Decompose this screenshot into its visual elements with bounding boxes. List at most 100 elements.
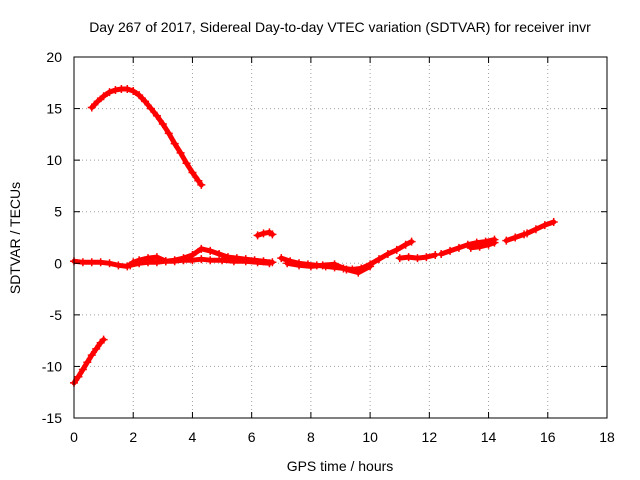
data-point [99,335,108,344]
data-points [70,84,558,387]
data-point [170,257,179,266]
y-tick-label: 0 [54,255,62,271]
x-tick-labels: 0 2 4 6 8 10 12 14 16 18 [70,429,615,445]
data-point [105,88,114,97]
data-point [176,148,185,157]
data-point [92,344,101,353]
x-tick-label: 6 [248,429,256,445]
x-tick-label: 12 [422,429,438,445]
series-low-arc [70,335,108,387]
data-point [164,129,173,138]
data-point [475,242,484,251]
data-point [197,180,206,189]
data-point [354,268,363,277]
data-point [111,86,120,95]
data-point [523,229,532,238]
data-point [253,231,262,240]
data-point [295,261,304,270]
x-tick-label: 2 [129,429,137,445]
x-tick-label: 0 [70,429,78,445]
data-point [170,139,179,148]
series-band [468,240,497,251]
data-point [215,250,224,259]
x-tick-label: 16 [540,429,556,445]
y-tick-labels: -15 -10 -5 0 5 10 15 20 [42,49,62,426]
y-tick-label: -10 [42,358,62,374]
data-point [87,103,96,112]
data-point [253,258,262,267]
data-point [401,240,410,249]
data-point [229,257,238,266]
y-tick-label: 10 [46,152,62,168]
data-point [194,176,203,185]
data-point [188,256,197,265]
data-point [105,259,114,268]
data-point [283,259,292,268]
data-point [330,260,339,269]
data-point [188,168,197,177]
y-tick-label: 20 [46,49,62,65]
data-point [83,358,92,367]
x-tick-label: 8 [307,429,315,445]
x-tick-label: 4 [189,429,197,445]
ticks [73,56,608,419]
data-point [446,246,455,255]
y-tick-label: -15 [42,410,62,426]
series-short-arc [253,228,277,240]
data-point [431,251,440,260]
data-point [342,265,351,274]
data-point [99,92,108,101]
data-point [197,255,206,264]
data-point [454,243,463,252]
data-point [422,253,431,262]
data-point [265,259,274,268]
data-point [531,225,540,234]
data-point [126,261,135,270]
data-point [374,255,383,264]
data-point [490,238,499,247]
series-rising-band-2 [466,238,499,252]
y-tick-label: 15 [46,101,62,117]
series-end-band-2 [523,218,558,238]
data-point [306,262,315,271]
data-point [114,261,123,270]
series-late-band [395,251,440,263]
x-tick-label: 10 [362,429,378,445]
data-point [141,97,150,106]
x-axis-label: GPS time / hours [287,458,394,474]
data-point [144,258,153,267]
series-mid-lower [283,259,375,277]
data-point [407,237,416,246]
data-point [268,230,277,239]
data-point [146,104,155,113]
series-lower-band [126,255,274,270]
data-point [366,262,375,271]
data-point [78,365,87,374]
data-point [87,351,96,360]
data-point [179,256,188,265]
data-point [466,243,475,252]
data-point [259,229,268,238]
series-high-arc [87,84,206,189]
data-point [218,256,227,265]
series-rising-band [437,235,499,259]
data-point [123,84,132,93]
data-point [437,250,446,259]
data-point [135,259,144,268]
chart-title: Day 267 of 2017, Sidereal Day-to-day VTE… [89,19,591,35]
data-point [484,240,493,249]
data-point [129,87,138,96]
y-tick-label: 5 [54,204,62,220]
series-band [524,219,557,236]
plot-frame [73,56,608,419]
data-point [549,218,558,227]
data-point [413,254,422,263]
data-point [277,254,286,263]
data-point [540,221,549,230]
data-point [93,97,102,106]
data-point [392,245,401,254]
y-tick-label: -5 [50,307,63,323]
data-point [502,236,511,245]
